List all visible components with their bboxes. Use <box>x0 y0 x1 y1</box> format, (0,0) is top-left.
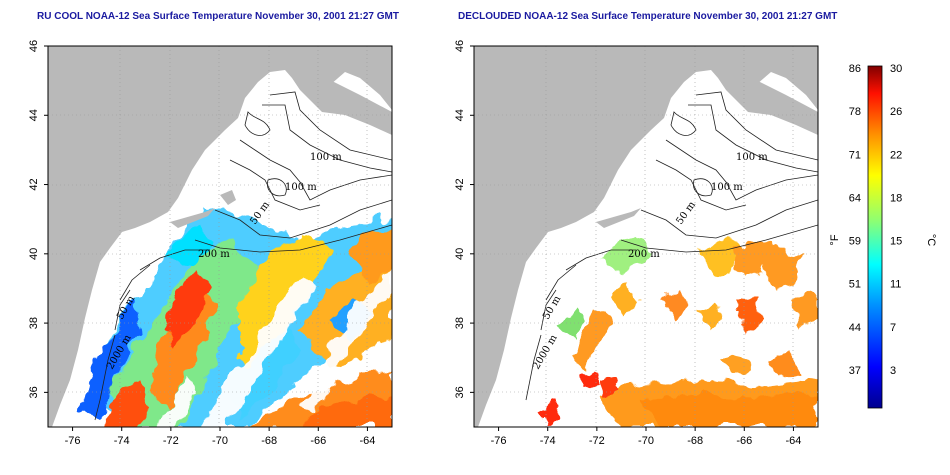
fahrenheit-tick-label: 64 <box>849 192 861 204</box>
y-tick-label: 46 <box>454 40 466 52</box>
celsius-tick-label: 30 <box>890 63 902 75</box>
celsius-unit-label: °C <box>925 234 937 246</box>
fahrenheit-tick-label: 37 <box>849 365 861 377</box>
contour-label-100m-b: 100 m <box>285 182 317 193</box>
right-map-axes: -76 -74 -72 -70 -68 -66 -64 46 44 42 40 38 36 <box>454 40 801 447</box>
contour-label-100m-a: 100 m <box>310 152 342 163</box>
fahrenheit-tick-label: 51 <box>849 279 861 291</box>
sst-data-layer <box>80 205 392 427</box>
colorbar-gradient <box>867 65 883 409</box>
land-mass <box>474 46 818 427</box>
x-tick-label: -76 <box>65 435 81 447</box>
x-tick-label: -66 <box>736 435 752 447</box>
y-tick-label: 46 <box>28 40 40 52</box>
celsius-tick-label: 18 <box>890 192 902 204</box>
fahrenheit-unit-label: °F <box>829 234 841 245</box>
fahrenheit-tick-label: 44 <box>849 322 861 334</box>
contour-label-100m-a: 100 m <box>736 152 768 163</box>
graticule <box>48 46 392 427</box>
x-tick-label: -74 <box>540 435 556 447</box>
left-map-title: RU COOL NOAA-12 Sea Surface Temperature … <box>37 11 399 22</box>
x-tick-label: -72 <box>589 435 605 447</box>
colorbar: 86 78 71 64 59 51 44 37 30 26 22 18 15 11 7 3 °F °C <box>829 63 937 409</box>
right-map-title: DECLOUDED NOAA-12 Sea Surface Temperatur… <box>458 11 838 22</box>
y-tick-label: 44 <box>28 109 40 121</box>
celsius-tick-label: 7 <box>890 322 896 334</box>
y-tick-label: 42 <box>454 178 466 190</box>
right-map: 100 m 100 m 50 m 200 m 50 m 2000 m -76 -7… <box>454 40 819 447</box>
y-tick-label: 38 <box>454 317 466 329</box>
x-tick-label: -70 <box>638 435 654 447</box>
x-tick-label: -68 <box>687 435 703 447</box>
x-tick-label: -68 <box>261 435 277 447</box>
y-tick-label: 42 <box>28 178 40 190</box>
colorbar-ticks: 86 78 71 64 59 51 44 37 30 26 22 18 15 11 7 3 <box>849 63 903 377</box>
celsius-tick-label: 15 <box>890 236 902 248</box>
x-tick-label: -66 <box>310 435 326 447</box>
fahrenheit-tick-label: 86 <box>849 63 861 75</box>
x-tick-label: -64 <box>785 435 801 447</box>
x-tick-label: -70 <box>212 435 228 447</box>
left-map: 100 m 100 m 50 m 200 m 50 m 2000 m -76 -7… <box>28 40 393 447</box>
bathymetry-contours <box>525 91 818 401</box>
y-tick-label: 40 <box>454 248 466 260</box>
contour-label-200m: 200 m <box>198 249 230 260</box>
x-tick-label: -76 <box>491 435 507 447</box>
y-tick-label: 38 <box>28 317 40 329</box>
celsius-tick-label: 11 <box>890 279 901 291</box>
land-mass <box>48 46 392 427</box>
x-tick-label: -74 <box>114 435 130 447</box>
bathymetry-contours <box>94 91 392 421</box>
left-map-axes: -76 -74 -72 -70 -68 -66 -64 46 44 42 40 38 36 <box>28 40 375 447</box>
y-tick-label: 40 <box>28 248 40 260</box>
y-tick-label: 36 <box>28 386 40 398</box>
celsius-tick-label: 3 <box>890 365 896 377</box>
celsius-tick-label: 22 <box>890 149 902 161</box>
x-tick-label: -72 <box>163 435 179 447</box>
fahrenheit-tick-label: 78 <box>849 106 861 118</box>
x-tick-label: -64 <box>359 435 375 447</box>
y-tick-label: 44 <box>454 109 466 121</box>
celsius-tick-label: 26 <box>890 106 902 118</box>
contour-label-200m: 200 m <box>628 249 660 260</box>
y-tick-label: 36 <box>454 386 466 398</box>
contour-label-100m-b: 100 m <box>711 182 743 193</box>
fahrenheit-tick-label: 71 <box>849 149 861 161</box>
fahrenheit-tick-label: 59 <box>849 236 861 248</box>
graticule <box>474 46 818 427</box>
